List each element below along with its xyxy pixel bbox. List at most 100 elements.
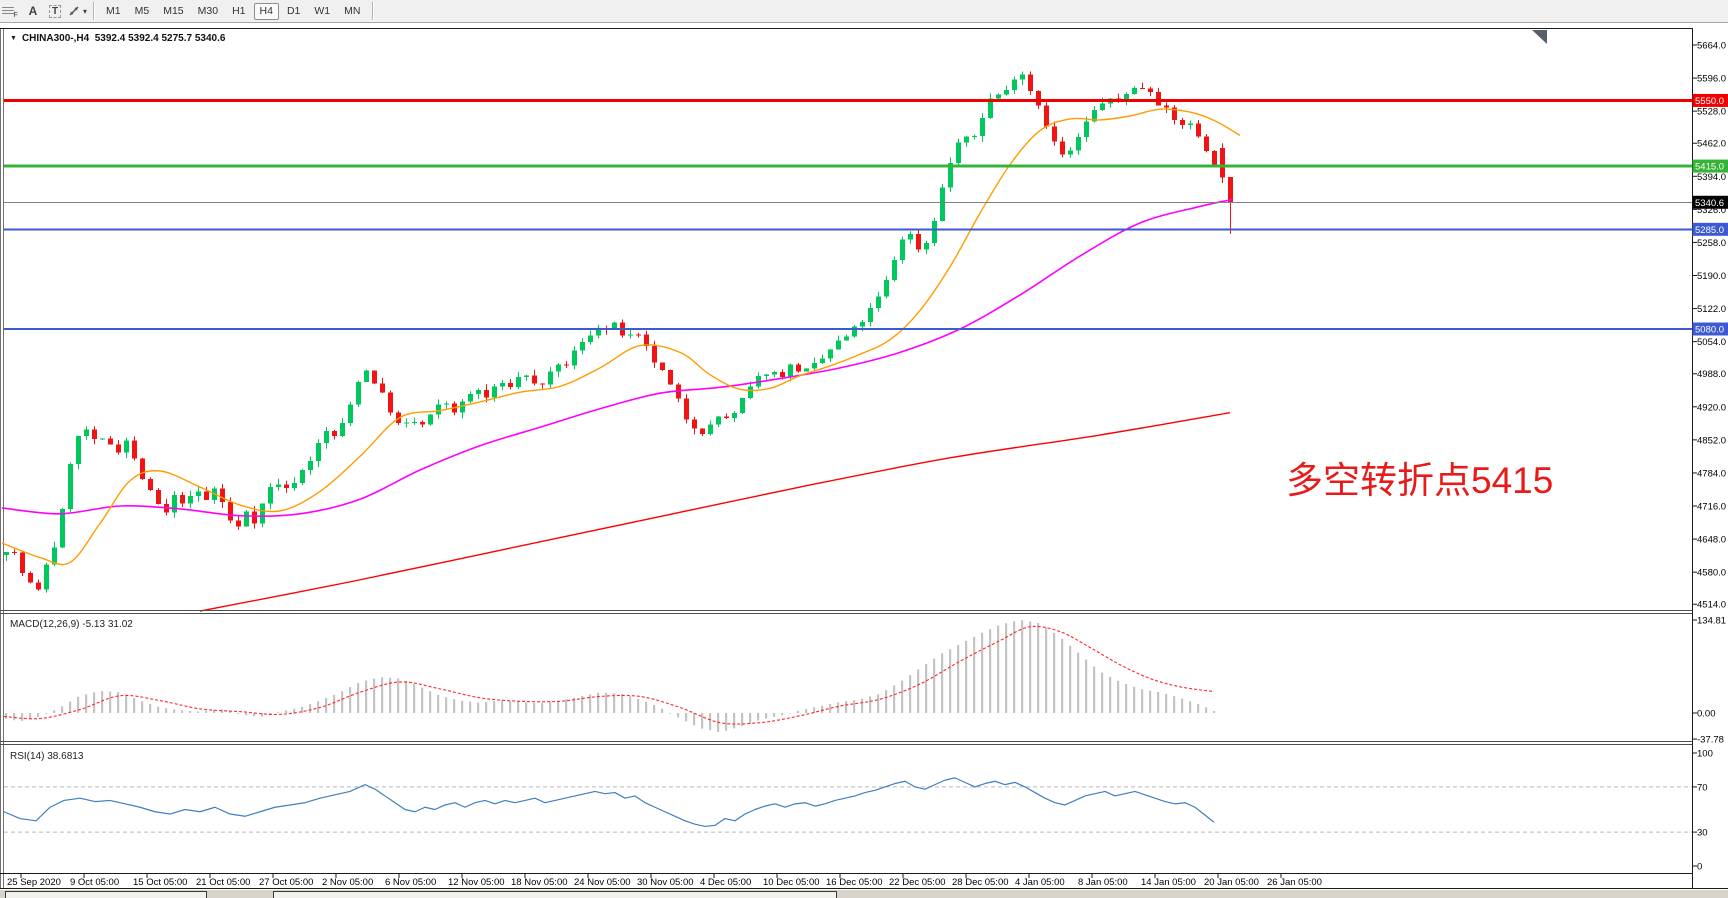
price-axis[interactable] — [1692, 29, 1728, 873]
candle-body — [644, 334, 649, 347]
candle-body — [412, 422, 417, 424]
candle-body — [140, 458, 145, 480]
macd-histogram-bar — [501, 700, 504, 713]
candle-body — [332, 431, 337, 437]
timeframe-button-m5[interactable]: M5 — [129, 3, 156, 20]
pane-splitter-rsi[interactable] — [0, 739, 1692, 745]
macd-histogram-bar — [1205, 707, 1208, 713]
pane-separator — [0, 613, 1692, 614]
candle-body — [900, 239, 905, 261]
candle-body — [724, 416, 729, 418]
macd-histogram-bar — [133, 698, 136, 713]
timeframe-button-mn[interactable]: MN — [338, 3, 366, 20]
rsi-line — [3, 777, 1215, 828]
macd-name: MACD(12,26,9) — [10, 619, 80, 630]
macd-histogram-bar — [85, 694, 88, 713]
price-badge — [1692, 93, 1728, 107]
time-axis-label: 4 Dec 05:00 — [700, 877, 751, 888]
candle-body — [36, 582, 41, 590]
macd-histogram-bar — [1061, 638, 1064, 713]
pane-splitter-macd[interactable] — [0, 609, 1692, 615]
price-badge — [1692, 222, 1728, 236]
status-cell — [5, 891, 207, 898]
candle-body — [844, 336, 849, 341]
candle-body — [1212, 151, 1217, 165]
macd-histogram-bar — [893, 685, 896, 713]
macd-histogram-bar — [869, 696, 872, 713]
macd-histogram-bar — [829, 704, 832, 713]
candle-body — [956, 142, 961, 163]
candle-body — [1164, 105, 1169, 108]
candle-body — [380, 383, 385, 393]
diagonal-arrows-icon — [69, 6, 79, 16]
candle-body — [740, 397, 745, 413]
macd-histogram-bar — [1173, 696, 1176, 713]
window-bottom-border — [0, 888, 1728, 889]
text-label-letter: T — [48, 4, 62, 18]
candle-body — [1052, 126, 1057, 142]
price-tick-label: 4988.0 — [1697, 369, 1726, 380]
macd-histogram-bar — [469, 701, 472, 713]
timeframe-button-m1[interactable]: M1 — [100, 3, 127, 20]
time-axis-label: 2 Nov 05:00 — [322, 877, 373, 888]
template-f-icon[interactable]: F — [1, 2, 21, 20]
macd-histogram-bar — [989, 629, 992, 713]
macd-histogram-bar — [221, 709, 224, 713]
candle-body — [108, 438, 113, 445]
rsi-tick-label: 100 — [1697, 749, 1713, 760]
toolbar-separator — [93, 2, 95, 20]
macd-histogram-bar — [309, 704, 312, 713]
timeframe-bar: M1 M5 M15 M30 H1 H4 D1 W1 MN — [99, 2, 367, 20]
status-strip — [0, 890, 1728, 898]
candle-body — [1004, 90, 1009, 95]
timeframe-button-w1[interactable]: W1 — [308, 3, 336, 20]
timeframe-button-m30[interactable]: M30 — [192, 3, 224, 20]
font-a-icon[interactable]: A — [23, 2, 43, 20]
candle-body — [284, 484, 289, 489]
candle-body — [68, 463, 73, 509]
macd-histogram-bar — [157, 706, 160, 713]
timeframe-button-h1[interactable]: H1 — [226, 3, 251, 20]
candle-body — [356, 382, 361, 405]
candle-body — [916, 233, 921, 250]
ohlc-values: 5392.4 5392.4 5275.7 5340.6 — [94, 33, 226, 44]
candle-body — [588, 335, 593, 342]
time-axis-label: 28 Dec 05:00 — [952, 877, 1009, 888]
candle-body — [204, 491, 209, 500]
candle-body — [4, 552, 9, 556]
macd-histogram-bar — [965, 640, 968, 713]
timeframe-button-m15[interactable]: M15 — [157, 3, 189, 20]
time-axis-label: 18 Nov 05:00 — [511, 877, 568, 888]
pane-separator — [0, 744, 1692, 745]
candle-body — [868, 308, 873, 322]
ma-fast-line — [1, 108, 1241, 566]
text-label-icon[interactable]: T — [45, 2, 65, 20]
macd-histogram-bar — [77, 696, 80, 713]
timeframe-button-h4[interactable]: H4 — [253, 2, 279, 20]
candle-body — [1100, 103, 1105, 110]
candle-body — [436, 404, 441, 415]
rsi-tick-label: 30 — [1697, 828, 1708, 839]
time-axis-label: 27 Oct 05:00 — [259, 877, 313, 888]
macd-histogram-bar — [1189, 701, 1192, 713]
macd-histogram-bar — [1197, 704, 1200, 713]
time-axis[interactable] — [0, 873, 1692, 888]
candle-body — [972, 135, 977, 137]
timeframe-button-d1[interactable]: D1 — [281, 3, 306, 20]
macd-histogram-bar — [1149, 690, 1152, 713]
macd-tick-label: -37.78 — [1697, 735, 1724, 746]
candle-body — [692, 419, 697, 429]
macd-histogram-bar — [197, 711, 200, 713]
macd-histogram-bar — [325, 698, 328, 713]
arrow-tools-icon[interactable]: ▾ — [67, 2, 87, 20]
macd-histogram-bar — [389, 677, 392, 713]
candle-body — [1204, 136, 1209, 152]
price-axis-line — [1692, 28, 1693, 889]
candle-body — [700, 428, 705, 434]
candle-body — [188, 496, 193, 504]
macd-histogram-bar — [413, 684, 416, 713]
macd-histogram-bar — [493, 701, 496, 713]
macd-histogram-bar — [933, 658, 936, 713]
macd-histogram-bar — [597, 692, 600, 713]
